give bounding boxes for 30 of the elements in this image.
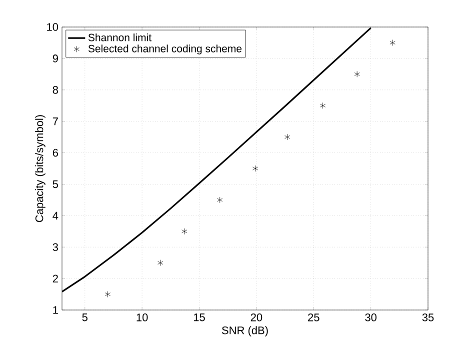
x-tick-label: 20 bbox=[250, 314, 262, 322]
y-tick-label: 4 bbox=[52, 212, 58, 220]
x-tick-label: 25 bbox=[308, 314, 320, 322]
point bbox=[284, 134, 290, 140]
x-tick-label: 10 bbox=[136, 314, 148, 322]
x-tick-label: 5 bbox=[82, 314, 88, 322]
x-axis-title: SNR (dB) bbox=[222, 326, 268, 336]
y-tick-label: 10 bbox=[47, 23, 58, 31]
y-tick-label: 5 bbox=[52, 180, 58, 188]
y-axis-title: Capacity (bits/symbol) bbox=[35, 115, 46, 222]
x-tick-label: 35 bbox=[422, 314, 434, 322]
point bbox=[158, 260, 164, 266]
point bbox=[320, 102, 326, 109]
x-tick-label: 30 bbox=[365, 314, 376, 322]
legend-label: Selected channel coding scheme bbox=[88, 44, 242, 54]
y-tick-label: 7 bbox=[52, 118, 58, 126]
y-tick-label: 3 bbox=[52, 243, 58, 252]
y-tick-label: 1 bbox=[53, 306, 58, 314]
point bbox=[252, 165, 258, 172]
point bbox=[217, 196, 223, 204]
point bbox=[182, 228, 188, 235]
x-tick-label: 15 bbox=[194, 314, 205, 322]
point bbox=[104, 291, 111, 298]
point bbox=[390, 40, 396, 46]
y-tick-label: 6 bbox=[52, 148, 58, 157]
y-tick-label: 8 bbox=[52, 86, 58, 94]
point bbox=[354, 70, 360, 78]
y-tick-label: 9 bbox=[52, 54, 58, 62]
legend-label: Shannon limit bbox=[88, 34, 152, 42]
y-tick-label: 2 bbox=[52, 274, 58, 282]
